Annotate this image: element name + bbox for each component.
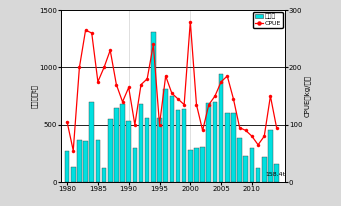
Bar <box>114 108 119 182</box>
Bar <box>77 140 82 182</box>
Bar <box>145 118 149 182</box>
Bar <box>207 103 211 182</box>
Legend: 漁獲量, CPUE: 漁獲量, CPUE <box>253 12 283 28</box>
Bar <box>176 110 180 182</box>
Bar <box>213 102 217 182</box>
Bar <box>225 113 229 182</box>
Bar <box>120 104 125 182</box>
Bar <box>274 164 279 182</box>
Bar <box>108 119 113 182</box>
Bar <box>231 113 236 182</box>
Bar <box>182 109 187 182</box>
Bar <box>237 138 242 182</box>
Bar <box>219 74 223 182</box>
Bar <box>200 146 205 182</box>
Bar <box>127 121 131 182</box>
Bar <box>95 140 100 182</box>
Bar <box>268 130 273 182</box>
Bar <box>243 156 248 182</box>
Bar <box>163 89 168 182</box>
Bar <box>250 148 254 182</box>
Bar <box>188 150 193 182</box>
Bar <box>262 157 267 182</box>
Y-axis label: CPUE（kg/絡）: CPUE（kg/絡） <box>303 75 310 117</box>
Bar <box>169 96 174 182</box>
Bar <box>133 148 137 182</box>
Bar <box>102 168 106 182</box>
Bar <box>151 32 155 182</box>
Bar <box>65 151 69 182</box>
Text: 158.4t: 158.4t <box>266 172 286 177</box>
Bar <box>256 168 261 182</box>
Bar <box>139 104 143 182</box>
Bar <box>71 167 76 182</box>
Bar <box>157 118 162 182</box>
Y-axis label: 漁獲量（t）: 漁獲量（t） <box>31 84 38 108</box>
Bar <box>194 148 199 182</box>
Bar <box>83 141 88 182</box>
Bar <box>89 102 94 182</box>
